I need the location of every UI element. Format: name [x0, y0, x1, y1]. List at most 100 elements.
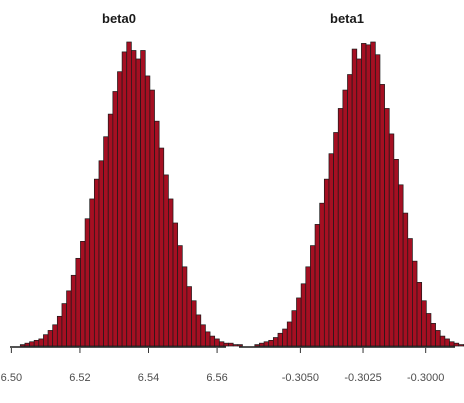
histogram-bar [126, 41, 132, 347]
histogram-bar [214, 338, 220, 347]
histogram-bar [337, 108, 344, 347]
histogram-bar [263, 341, 270, 347]
histogram-bar [254, 344, 260, 347]
histogram-bar [52, 324, 58, 347]
histogram-bar [351, 48, 358, 347]
histogram-bar [89, 198, 95, 347]
histogram-bar [435, 330, 441, 347]
histogram-bar [421, 300, 427, 347]
x-tick-label: -0.3000 [407, 372, 444, 384]
histogram-bar [333, 132, 339, 347]
x-tick-label: -0.3050 [282, 372, 319, 384]
histogram-bar [439, 335, 446, 347]
histogram-bar [209, 335, 216, 347]
histogram-bar [158, 147, 165, 347]
histogram-bar [361, 43, 367, 347]
histogram-bar [61, 303, 67, 347]
histogram-bar [412, 260, 418, 347]
histogram-bar [449, 341, 455, 347]
bars-beta0 [19, 41, 243, 347]
histogram-bar [112, 91, 118, 347]
histogram-bar [181, 266, 188, 347]
histogram-bar [425, 313, 432, 347]
histogram-bar [70, 274, 77, 347]
histogram-bar [286, 321, 293, 347]
histogram-bar [218, 341, 225, 347]
histogram-bar [319, 202, 325, 347]
histogram-bar [177, 245, 183, 347]
histogram-bar [107, 113, 114, 347]
histogram-bar [84, 218, 91, 347]
panel-title-beta0: beta0 [102, 11, 136, 26]
histogram-bar [356, 58, 362, 347]
histogram-bar [237, 344, 243, 347]
histogram-bar [103, 136, 109, 347]
histogram-bar [75, 257, 81, 347]
histogram-bar [66, 290, 72, 347]
histogram-bar [300, 283, 307, 347]
histogram-bar [370, 41, 376, 347]
histogram-bar [291, 310, 297, 347]
histogram-bar [144, 75, 151, 347]
histogram-bar [223, 342, 229, 347]
histogram-bar [272, 337, 279, 347]
histogram-bar [168, 198, 174, 347]
x-tick-label: 6.54 [138, 372, 159, 384]
histogram-bar [38, 338, 44, 347]
histogram-bar [453, 342, 460, 347]
histogram-bar [19, 344, 26, 347]
histogram-bar [444, 338, 450, 347]
histogram-bar [282, 328, 288, 347]
histogram-bar [365, 44, 372, 347]
panel-title-beta1: beta1 [330, 11, 364, 26]
histogram-bar [205, 331, 211, 347]
histogram-bar [310, 245, 316, 347]
histogram-bar [388, 133, 395, 347]
panel-beta1: beta1 -0.3050 -0.3025 -0.3000 [239, 11, 464, 384]
histogram-bar [232, 344, 239, 347]
histogram-bar [398, 184, 404, 347]
histogram-bar [80, 241, 86, 347]
histogram-bar [374, 54, 381, 347]
histogram-bar [342, 89, 348, 347]
histogram-bar [407, 238, 413, 347]
x-axis-ticks-beta0: 6.50 6.52 6.54 6.56 [1, 348, 228, 384]
histogram-bar [154, 120, 160, 347]
histogram-bar [228, 342, 234, 347]
histogram-bar [314, 224, 321, 347]
x-tick-label: 6.52 [69, 372, 90, 384]
bars-beta1 [254, 41, 464, 347]
histogram-bar [296, 297, 302, 347]
histogram-bar [56, 315, 63, 347]
x-tick-label: -0.3025 [344, 372, 381, 384]
histogram-bar [121, 51, 128, 347]
histogram-bar [135, 58, 141, 347]
histogram-bar [29, 341, 35, 347]
histogram-bar [33, 339, 40, 347]
histogram-bar [277, 332, 283, 347]
histogram-bar [458, 344, 464, 347]
histogram-bar [393, 159, 399, 347]
histogram-bar [47, 330, 54, 347]
histogram-bar [98, 160, 104, 347]
panel-beta0: beta0 6.50 6.52 6.54 6.56 [1, 11, 243, 384]
histogram-bar [384, 108, 390, 347]
histogram-bar [195, 314, 202, 347]
histogram-bar [191, 300, 197, 347]
histogram-bar [305, 266, 311, 347]
x-tick-label: 6.56 [206, 372, 227, 384]
histogram-bar [24, 342, 30, 347]
histogram-bar [117, 71, 123, 347]
histogram-bar [416, 282, 423, 347]
histogram-bar [402, 212, 409, 347]
histogram-bar [328, 153, 334, 347]
histogram-bar [200, 324, 206, 347]
histogram-bar [379, 84, 385, 347]
histogram-bar [149, 89, 155, 347]
histogram-bar [131, 50, 137, 347]
histogram-bar [172, 222, 179, 347]
histogram-bar [347, 74, 353, 347]
histogram-bar [323, 178, 330, 347]
histogram-bar [163, 174, 169, 347]
